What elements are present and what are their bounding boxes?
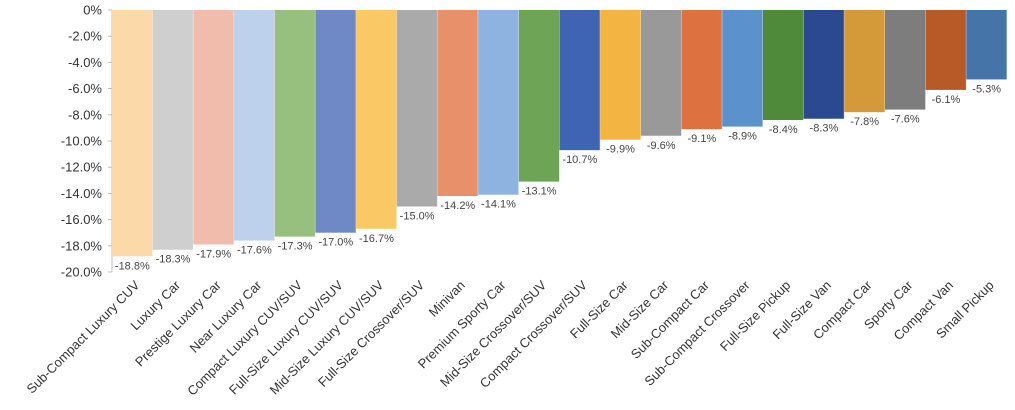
data-label: -18.8% [115,260,150,272]
bar [844,10,885,113]
bar [640,10,682,136]
y-axis: 0% -2.0% -4.0% -6.0% -8.0% -10.0% -12.0% -14.0%… [61,3,113,280]
data-labels: -18.8% -18.3% -17.9% -17.6% -17.3% -17.0% -16.… [113,81,1006,273]
bar [559,10,601,151]
bar [193,10,235,245]
bar [152,10,194,250]
y-tick-label: -4.0% [68,55,102,70]
data-label-bg [601,141,640,156]
x-tick-label: Near Luxury Car [186,277,265,356]
data-label-bg [641,137,681,152]
data-label: -8.3% [810,123,839,135]
bar [396,10,438,207]
bar [681,10,723,130]
data-label: -9.6% [647,140,676,152]
data-label: -10.7% [562,154,597,166]
x-tick-label: Full-Size Pickup [717,278,794,355]
data-label-bg [397,208,437,223]
data-label-bg [804,120,844,135]
x-tick-label: Sub-Compact Luxury CUV [24,277,143,396]
data-label-bg [438,198,478,213]
bar [518,10,560,182]
data-label-bg [316,234,356,249]
data-label: -14.1% [481,199,516,211]
data-label-bg [682,131,722,146]
data-label-bg [845,114,884,129]
data-label-bg [560,152,600,167]
data-label: -17.3% [278,241,313,253]
data-label-bg [275,238,315,253]
data-label-bg [153,251,193,266]
data-label: -15.0% [400,211,435,223]
data-label: -9.9% [606,144,635,156]
data-label: -7.6% [891,114,920,126]
data-label: -9.1% [688,133,717,145]
y-tick-label: -8.0% [68,107,102,122]
bar [274,10,316,237]
data-label: -7.8% [850,116,879,128]
bar [966,10,1007,80]
data-label-bg [763,122,803,137]
y-tick-label: -16.0% [61,212,103,227]
data-label-bg [967,81,1006,96]
bars [112,10,1008,257]
bar [925,10,967,90]
data-label: -18.3% [156,254,191,266]
data-label: -8.9% [728,131,757,143]
y-tick-label: -10.0% [61,134,103,149]
bar [722,10,763,127]
bar [315,10,357,233]
y-tick-label: -18.0% [61,238,103,253]
data-label-bg [885,111,925,126]
bar [356,10,397,229]
data-label: -17.9% [196,248,231,260]
bar [478,10,519,195]
data-label: -13.1% [522,186,557,198]
bar [762,10,804,121]
bar [437,10,479,197]
data-label: -17.6% [237,245,272,257]
bar [600,10,641,140]
data-label-bg [723,128,762,143]
y-tick-label: 0% [83,3,102,18]
y-tick-label: -2.0% [68,29,102,44]
data-label: -16.7% [359,233,394,245]
bar [884,10,926,110]
y-tick-label: -20.0% [61,265,103,280]
y-tick-label: -6.0% [68,81,102,96]
data-label: -6.1% [932,94,961,106]
data-label-bg [194,246,234,261]
data-label: -14.2% [440,200,475,212]
data-label-bg [113,258,152,273]
y-tick-label: -14.0% [61,186,103,201]
bar [234,10,275,241]
data-label-bg [519,183,559,198]
bar [803,10,845,119]
bar [112,10,153,257]
data-label-bg [926,91,966,106]
data-label: -8.4% [769,124,798,136]
y-tick-label: -12.0% [61,160,103,175]
data-label-bg [357,230,396,245]
data-label: -17.0% [318,237,353,249]
data-label-bg [235,242,274,257]
data-label: -5.3% [972,83,1001,95]
data-label-bg [479,196,518,211]
